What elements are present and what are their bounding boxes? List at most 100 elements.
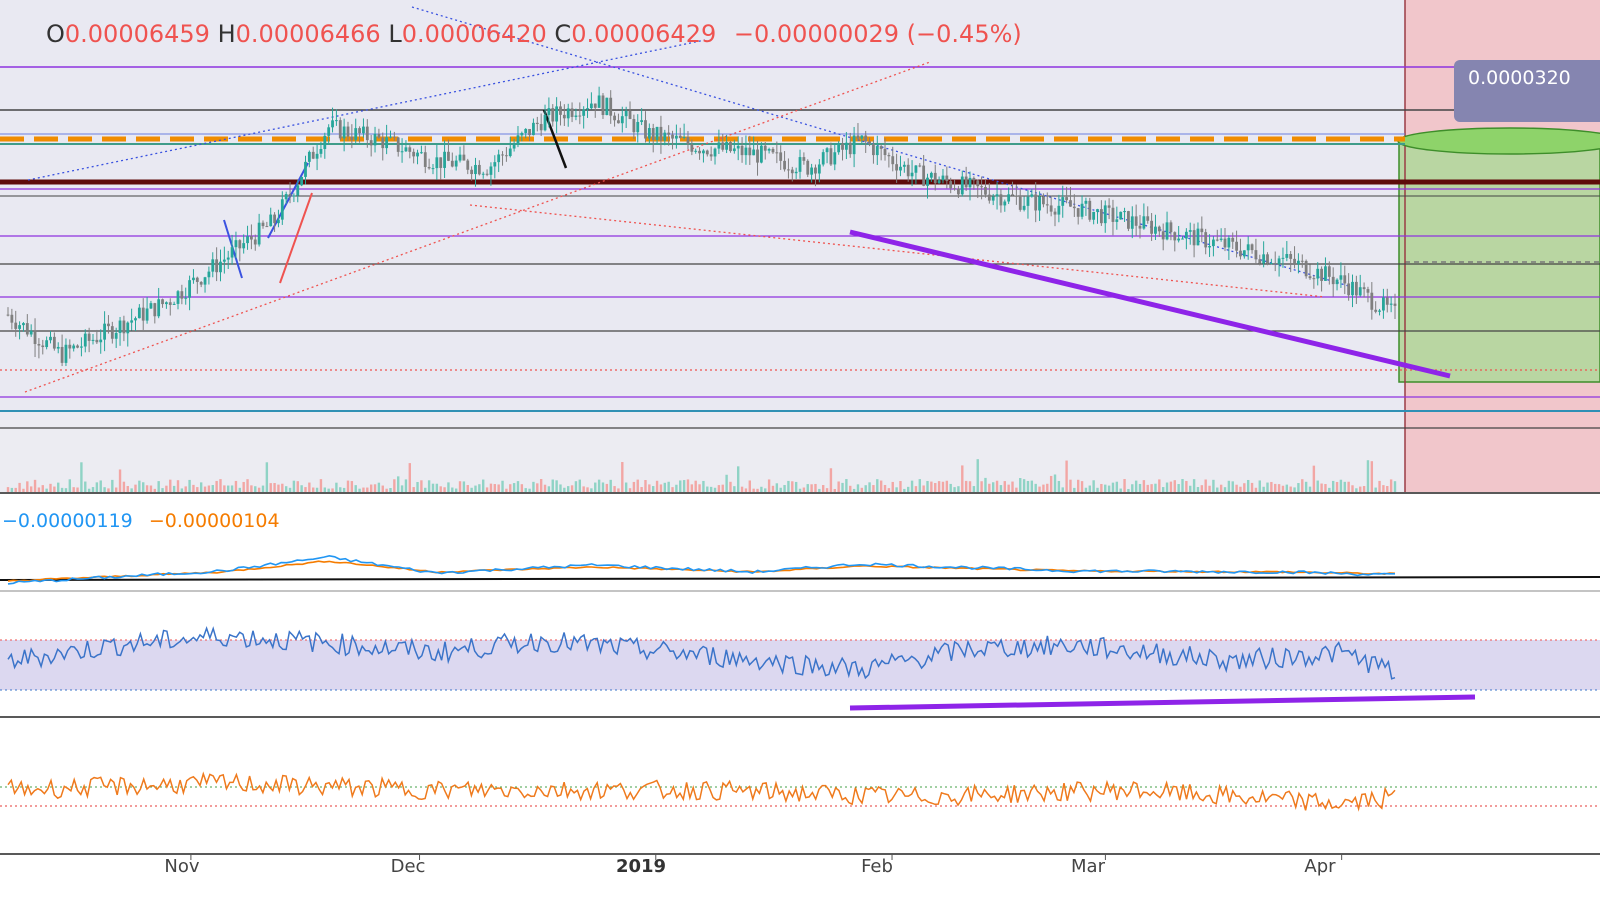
candle-body (1258, 259, 1262, 264)
volume-bar (825, 488, 829, 492)
volume-bar (991, 482, 995, 492)
candle-body (292, 195, 296, 197)
candle-body (381, 137, 385, 149)
volume-bar (516, 481, 520, 492)
volume-bar (153, 488, 157, 492)
price-label-badge[interactable]: 0.0000320 (1454, 60, 1600, 122)
candle-body (273, 214, 276, 224)
candle-body (1347, 283, 1351, 296)
volume-bar (539, 479, 543, 492)
candle-body (211, 259, 215, 272)
volume-bar (99, 480, 102, 492)
volume-bar (1204, 479, 1207, 492)
volume-bar (570, 485, 574, 492)
candle-body (1204, 232, 1208, 248)
volume-bar (1161, 487, 1165, 492)
candle-body (1304, 260, 1308, 277)
candle-body (1219, 238, 1223, 240)
candle-body (864, 135, 868, 142)
volume-bar (1359, 486, 1362, 492)
volume-bar (1138, 483, 1142, 492)
candle-body (879, 146, 883, 149)
pattern-line (542, 109, 568, 169)
volume-bar (57, 482, 60, 492)
candle-body (1169, 222, 1173, 233)
volume-bar (532, 481, 535, 492)
candle-body (145, 308, 149, 321)
candle-body (431, 168, 435, 170)
candle-body (559, 106, 562, 115)
volume-bar (1200, 485, 1204, 492)
volume-bar (362, 487, 365, 492)
candle-body (651, 128, 655, 141)
volume-bar (118, 469, 122, 492)
volume-bar (1289, 486, 1292, 492)
candle-body (1382, 297, 1385, 311)
volume-bar (80, 462, 83, 492)
volume-bar (999, 485, 1003, 492)
candle-body (1235, 241, 1238, 251)
high-value: 0.00006466 (235, 20, 381, 48)
candle-body (41, 345, 45, 348)
volume-bar (1266, 482, 1269, 492)
volume-bar (640, 487, 643, 492)
volume-bar (988, 483, 991, 492)
volume-bar (829, 468, 833, 492)
volume-bar (37, 487, 41, 492)
volume-bar (1208, 485, 1211, 492)
volume-bar (400, 485, 404, 492)
candle-body (1154, 226, 1157, 234)
candle-body (137, 307, 141, 319)
volume-bar (1216, 487, 1219, 492)
volume-bar (914, 486, 918, 492)
candle-body (957, 188, 960, 195)
volume-bar (756, 488, 759, 492)
candle-body (960, 176, 964, 195)
volume-bar (304, 487, 307, 492)
candle-body (319, 149, 323, 154)
candle-body (829, 148, 833, 165)
candle-body (740, 145, 744, 156)
volume-bar (528, 488, 531, 492)
volume-bar (435, 483, 439, 492)
volume-bar (130, 488, 133, 492)
candle-body (1181, 238, 1184, 240)
volume-bar (794, 481, 798, 492)
candle-body (562, 114, 566, 119)
volume-bar (512, 483, 516, 492)
candle-body (311, 151, 315, 159)
volume-bar (462, 481, 466, 492)
candle-body (914, 165, 918, 173)
ohlc-legend: O0.00006459 H0.00006466 L0.00006420 C0.0… (46, 20, 1022, 48)
candle-body (678, 135, 682, 139)
candle-body (338, 120, 342, 139)
volume-bar (597, 479, 601, 492)
candle-body (288, 194, 292, 196)
candle-body (1026, 196, 1030, 206)
x-tick-apr: Apr (1304, 856, 1336, 877)
candle-body (605, 97, 609, 116)
volume-bar (617, 488, 620, 492)
volume-bar (1382, 485, 1385, 492)
candle-body (856, 135, 860, 139)
candle-body (1293, 258, 1296, 264)
candle-body (686, 136, 690, 145)
volume-bar (1042, 484, 1045, 492)
volume-bar (972, 486, 976, 492)
candle-body (1165, 222, 1169, 240)
candle-body (941, 175, 945, 181)
oscillator-line (7, 771, 1396, 812)
volume-bar (818, 488, 821, 492)
candle-body (632, 118, 636, 133)
candle-body (787, 169, 790, 171)
candle-body (872, 144, 875, 156)
candle-body (447, 151, 450, 161)
volume-bar (1262, 486, 1265, 492)
candle-body (134, 318, 137, 321)
x-axis-ticks (190, 854, 1343, 860)
candle-body (76, 345, 79, 348)
volume-bar (1270, 481, 1273, 492)
volume-bar (1038, 486, 1041, 492)
volume-bar (659, 484, 663, 492)
